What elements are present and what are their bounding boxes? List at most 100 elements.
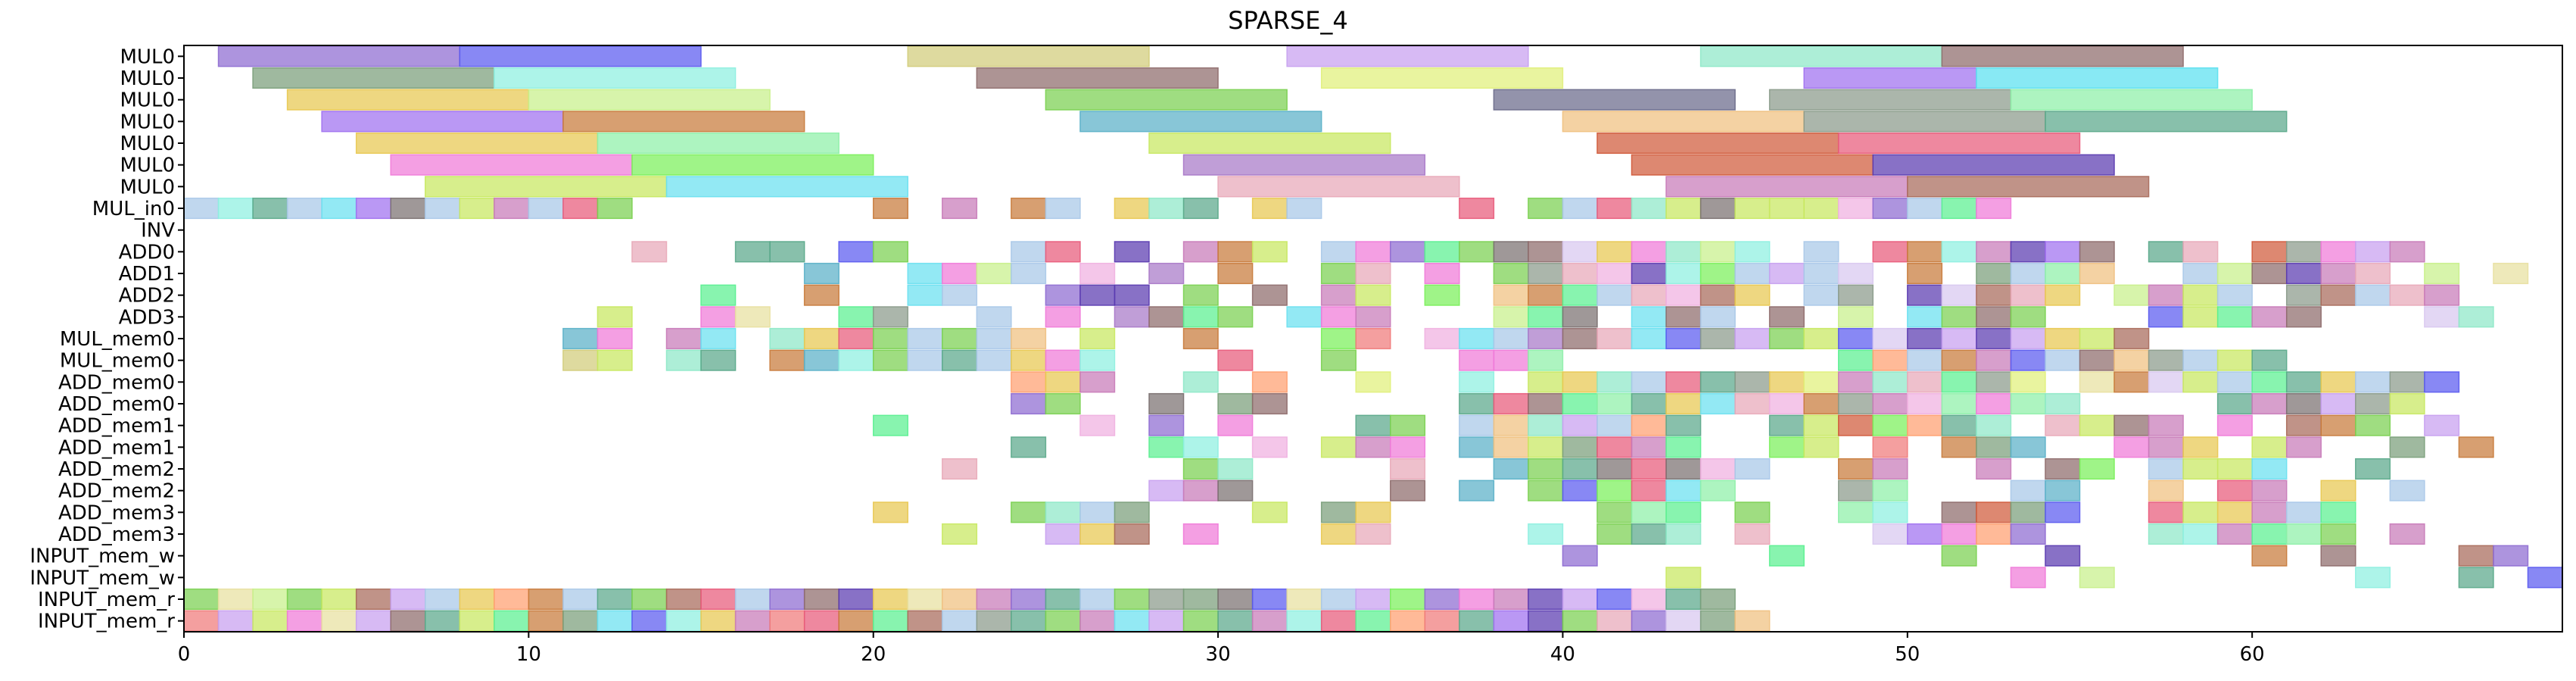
bar-input_mem_r-2-3 bbox=[252, 588, 288, 611]
bar-mul_mem0-22-23 bbox=[942, 349, 978, 371]
bar-add_mem1-37-38 bbox=[1459, 414, 1495, 436]
bar-add_mem0-59-60 bbox=[2216, 371, 2253, 393]
bar-add_mem3-64-65 bbox=[2389, 523, 2425, 545]
bar-add_mem3-49-50 bbox=[1872, 523, 1908, 545]
bar-mul0-42-49 bbox=[1631, 154, 1874, 176]
bar-add0-43-44 bbox=[1665, 241, 1702, 263]
bar-input_mem_r-6-7 bbox=[390, 588, 426, 611]
bar-mul_mem0-51-52 bbox=[1941, 327, 1977, 350]
bar-add_mem2-52-53 bbox=[1976, 458, 2012, 480]
bar-mul_in0-4-5 bbox=[321, 197, 357, 220]
bar-add1-54-55 bbox=[2045, 262, 2081, 285]
bar-add3-32-33 bbox=[1286, 306, 1322, 328]
bar-add_mem1-60-61 bbox=[2251, 436, 2288, 458]
bar-input_mem_r-22-23 bbox=[942, 588, 978, 611]
xtick-label: 50 bbox=[1895, 643, 1920, 666]
bar-mul_in0-3-4 bbox=[286, 197, 322, 220]
bar-add2-44-45 bbox=[1699, 284, 1736, 306]
bar-mul_mem0-45-46 bbox=[1734, 327, 1771, 350]
bar-input_mem_r-26-27 bbox=[1079, 610, 1116, 632]
bar-add3-59-60 bbox=[2216, 306, 2253, 328]
bar-add3-51-52 bbox=[1941, 306, 1977, 328]
bar-mul0-10-17 bbox=[528, 89, 771, 111]
bar-mul_in0-1-2 bbox=[217, 197, 254, 220]
bar-input_mem_r-26-27 bbox=[1079, 588, 1116, 611]
bar-add3-53-54 bbox=[2010, 306, 2046, 328]
bar-mul_in0-0-1 bbox=[183, 197, 220, 220]
bar-mul_mem0-11-12 bbox=[562, 327, 599, 350]
ytick-label: MUL0 bbox=[120, 111, 176, 133]
bar-add_mem1-65-66 bbox=[2424, 414, 2460, 436]
bar-add_mem1-39-40 bbox=[1528, 436, 1564, 458]
bar-add2-45-46 bbox=[1734, 284, 1771, 306]
bar-input_mem_w-60-61 bbox=[2251, 545, 2288, 567]
ytick-label: INPUT_mem_r bbox=[38, 589, 175, 611]
bar-mul_mem0-15-16 bbox=[700, 327, 737, 350]
bar-input_mem_r-39-40 bbox=[1528, 588, 1564, 611]
bar-add1-47-48 bbox=[1803, 262, 1839, 285]
bar-add_mem0-52-53 bbox=[1976, 392, 2012, 415]
bar-mul0-12-19 bbox=[596, 132, 839, 155]
bar-add_mem3-53-54 bbox=[2010, 501, 2046, 523]
bar-input_mem_r-5-6 bbox=[355, 588, 391, 611]
bar-mul0-11-18 bbox=[562, 111, 805, 133]
bar-add_mem3-39-40 bbox=[1528, 523, 1564, 545]
bar-add_mem0-25-26 bbox=[1045, 392, 1081, 415]
bar-mul_mem0-25-26 bbox=[1045, 349, 1081, 371]
bar-add_mem1-53-54 bbox=[2010, 436, 2046, 458]
bar-input_mem_r-4-5 bbox=[321, 588, 357, 611]
bar-add3-57-58 bbox=[2148, 306, 2184, 328]
bar-add_mem3-26-27 bbox=[1079, 523, 1116, 545]
bar-mul_mem0-18-19 bbox=[803, 327, 839, 350]
bar-add1-65-66 bbox=[2424, 262, 2460, 285]
bar-mul_mem0-59-60 bbox=[2216, 349, 2253, 371]
bar-add_mem0-50-51 bbox=[1907, 392, 1943, 415]
bar-add_mem2-45-46 bbox=[1734, 458, 1771, 480]
bar-add_mem3-52-53 bbox=[1976, 523, 2012, 545]
bar-input_mem_r-15-16 bbox=[700, 610, 737, 632]
ytick-label: INV bbox=[141, 220, 175, 242]
bar-add_mem0-42-43 bbox=[1631, 392, 1667, 415]
bar-add2-58-59 bbox=[2182, 284, 2219, 306]
bar-mul0-4-11 bbox=[321, 111, 564, 133]
bar-input_mem_r-0-1 bbox=[183, 588, 220, 611]
bar-mul_mem0-54-55 bbox=[2045, 349, 2081, 371]
bar-add_mem0-43-44 bbox=[1665, 392, 1702, 415]
bar-input_mem_r-16-17 bbox=[734, 610, 771, 632]
bar-add_mem2-42-43 bbox=[1631, 458, 1667, 480]
bar-add3-58-59 bbox=[2182, 306, 2219, 328]
bar-add0-47-48 bbox=[1803, 241, 1839, 263]
bar-mul0-30-37 bbox=[1217, 176, 1460, 198]
bar-add2-36-37 bbox=[1424, 284, 1460, 306]
bar-mul_in0-46-47 bbox=[1768, 197, 1805, 220]
bar-add1-33-34 bbox=[1320, 262, 1357, 285]
bar-mul_mem0-56-57 bbox=[2113, 327, 2150, 350]
bar-add_mem3-59-60 bbox=[2216, 501, 2253, 523]
bar-input_mem_r-1-2 bbox=[217, 588, 254, 611]
bar-add_mem1-20-21 bbox=[872, 414, 909, 436]
bar-mul_mem0-52-53 bbox=[1976, 327, 2012, 350]
bar-mul0-51-58 bbox=[1941, 45, 2184, 67]
bar-add1-61-62 bbox=[2285, 262, 2322, 285]
bar-add3-28-29 bbox=[1148, 306, 1185, 328]
bar-input_mem_r-27-28 bbox=[1114, 588, 1150, 611]
bar-input_mem_w-55-56 bbox=[2079, 567, 2115, 589]
bar-add_mem1-49-50 bbox=[1872, 436, 1908, 458]
bar-add_mem0-47-48 bbox=[1803, 371, 1839, 393]
ytick-label: MUL0 bbox=[120, 176, 176, 198]
bar-add_mem3-57-58 bbox=[2148, 501, 2184, 523]
bar-mul_mem0-22-23 bbox=[942, 327, 978, 350]
bar-mul0-1-8 bbox=[217, 45, 461, 67]
bar-input_mem_w-40-41 bbox=[1562, 545, 1598, 567]
bar-mul_mem0-37-38 bbox=[1459, 327, 1495, 350]
bar-add_mem2-62-63 bbox=[2320, 480, 2356, 501]
bar-add_mem1-51-52 bbox=[1941, 436, 1977, 458]
bar-mul_in0-9-10 bbox=[494, 197, 530, 220]
bar-mul0-33-40 bbox=[1320, 67, 1564, 89]
bar-add_mem2-60-61 bbox=[2251, 480, 2288, 501]
bar-mul0-38-45 bbox=[1493, 89, 1736, 111]
bar-add_mem3-51-52 bbox=[1941, 523, 1977, 545]
bar-mul_mem0-20-21 bbox=[872, 349, 909, 371]
xtick-label: 20 bbox=[861, 643, 886, 666]
bar-mul_mem0-53-54 bbox=[2010, 327, 2046, 350]
